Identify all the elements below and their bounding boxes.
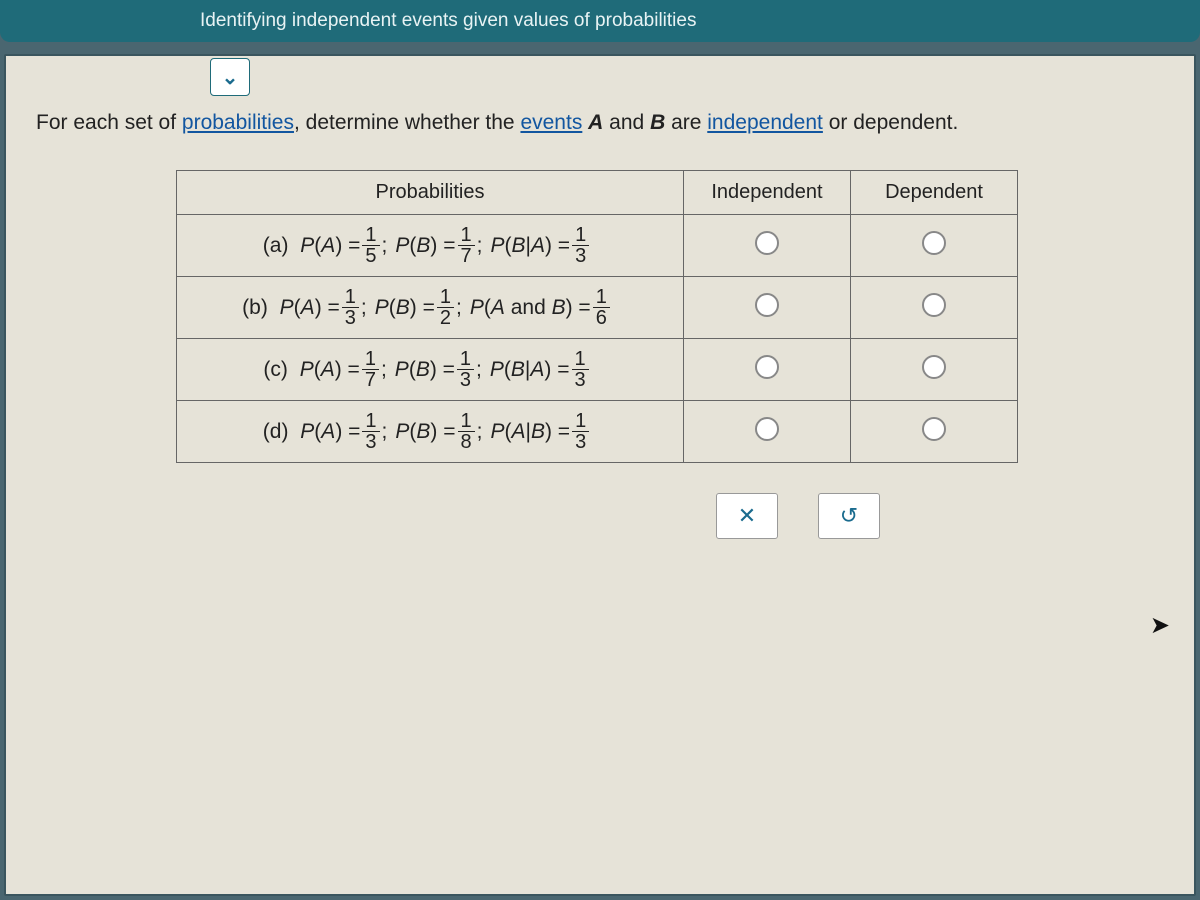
radio-independent[interactable] [755,231,779,255]
lesson-title: Identifying independent events given val… [200,10,696,32]
probability-expression: P(B) =18; [395,411,482,452]
table-row: (b) P(A) =13;P(B) =12;P(A and B) =16 [177,277,1018,339]
col-header-dependent: Dependent [851,171,1018,215]
reset-button[interactable]: ↺ [818,493,880,539]
probability-expression: P(A) =15; [300,225,387,266]
table-row: (d) P(A) =13;P(B) =18;P(A|B) =13 [177,401,1018,463]
x-icon: ✕ [738,503,756,529]
separator: ; [477,234,483,258]
expression-lhs: P(B|A) = [490,358,570,382]
reset-icon: ↺ [840,503,858,529]
probability-expression: P(B) =17; [395,225,482,266]
expression-lhs: P(A|B) = [490,420,570,444]
probabilities-cell: (d) P(A) =13;P(B) =18;P(A|B) =13 [177,401,684,463]
question-panel: For each set of probabilities, determine… [4,54,1196,896]
radio-dependent[interactable] [922,293,946,317]
row-label: (a) [263,234,295,257]
radio-independent[interactable] [755,355,779,379]
link-probabilities[interactable]: probabilities [182,111,294,134]
separator: ; [382,234,388,258]
independent-cell [684,401,851,463]
probability-expression: P(B|A) =13 [490,225,589,266]
clear-button[interactable]: ✕ [716,493,778,539]
separator: ; [361,296,367,320]
row-label: (d) [263,420,295,443]
prompt-frag: are [665,111,707,134]
independent-cell [684,215,851,277]
fraction: 13 [572,225,589,266]
fraction: 13 [342,287,359,328]
expression-lhs: P(B) = [395,234,455,258]
chevron-down-icon: ⌄ [222,65,239,90]
table-row: (c) P(A) =17;P(B) =13;P(B|A) =13 [177,339,1018,401]
expression-lhs: P(A and B) = [470,296,591,320]
dependent-cell [851,401,1018,463]
probability-expression: P(A|B) =13 [490,411,589,452]
hint-dropdown-button[interactable]: ⌄ [210,58,250,96]
col-header-probabilities: Probabilities [177,171,684,215]
lesson-header: Identifying independent events given val… [0,0,1200,42]
col-header-independent: Independent [684,171,851,215]
dependent-cell [851,277,1018,339]
fraction: 15 [362,225,379,266]
link-events[interactable]: events [520,111,582,134]
expression-lhs: P(A) = [300,420,360,444]
independent-cell [684,277,851,339]
fraction: 18 [458,411,475,452]
radio-dependent[interactable] [922,417,946,441]
expression-lhs: P(A) = [300,358,360,382]
cursor-icon: ➤ [1150,611,1170,640]
probability-expression: P(A) =13; [300,411,387,452]
probability-expression: P(B|A) =13 [490,349,589,390]
probability-expression: P(A) =17; [300,349,387,390]
expression-lhs: P(B) = [375,296,435,320]
prompt-frag: For each set of [36,111,182,134]
variable-a: A [588,111,603,134]
fraction: 13 [572,411,589,452]
action-row: ✕ ↺ [716,493,1164,539]
probabilities-cell: (b) P(A) =13;P(B) =12;P(A and B) =16 [177,277,684,339]
radio-independent[interactable] [755,417,779,441]
separator: ; [456,296,462,320]
prompt-frag: , determine whether the [294,111,520,134]
expression-lhs: P(B) = [395,358,455,382]
separator: ; [382,420,388,444]
radio-dependent[interactable] [922,355,946,379]
probability-expression: P(B) =13; [395,349,482,390]
dependent-cell [851,339,1018,401]
fraction: 12 [437,287,454,328]
probability-expression: P(A) =13; [280,287,367,328]
separator: ; [381,358,387,382]
prompt-text: For each set of probabilities, determine… [36,111,1164,135]
probability-table: Probabilities Independent Dependent (a) … [176,170,1018,463]
radio-independent[interactable] [755,293,779,317]
row-label: (c) [263,358,293,381]
expression-lhs: P(A) = [300,234,360,258]
fraction: 17 [458,225,475,266]
probability-expression: P(A and B) =16 [470,287,610,328]
independent-cell [684,339,851,401]
link-independent[interactable]: independent [707,111,823,134]
fraction: 16 [593,287,610,328]
probabilities-cell: (a) P(A) =15;P(B) =17;P(B|A) =13 [177,215,684,277]
fraction: 13 [457,349,474,390]
row-label: (b) [242,296,274,319]
expression-lhs: P(A) = [280,296,340,320]
prompt-frag: and [603,111,650,134]
expression-lhs: P(B|A) = [490,234,570,258]
prompt-frag: or dependent. [823,111,958,134]
separator: ; [477,420,483,444]
variable-b: B [650,111,665,134]
probabilities-cell: (c) P(A) =17;P(B) =13;P(B|A) =13 [177,339,684,401]
fraction: 13 [572,349,589,390]
separator: ; [476,358,482,382]
dependent-cell [851,215,1018,277]
table-row: (a) P(A) =15;P(B) =17;P(B|A) =13 [177,215,1018,277]
probability-expression: P(B) =12; [375,287,462,328]
fraction: 17 [362,349,379,390]
expression-lhs: P(B) = [395,420,455,444]
radio-dependent[interactable] [922,231,946,255]
fraction: 13 [362,411,379,452]
